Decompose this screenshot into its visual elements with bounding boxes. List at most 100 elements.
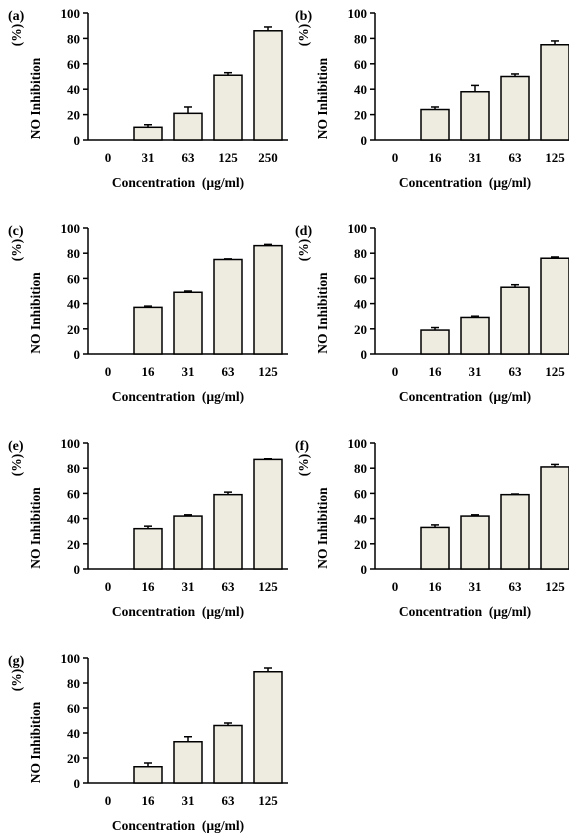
bar — [253, 671, 283, 784]
x-tick-label: 63 — [222, 579, 236, 594]
bar — [213, 74, 243, 141]
y-tick-label: 60 — [354, 486, 367, 501]
y-tick-label: 60 — [354, 57, 367, 72]
y-tick-label: 40 — [354, 297, 367, 312]
x-tick-label: 31 — [469, 364, 482, 379]
chart-panel: (f) 0 20 40 60 80 100 0 16 31 63 125 Concentration (… — [295, 436, 569, 619]
bar — [253, 458, 283, 570]
y-tick-label: 60 — [67, 57, 80, 72]
y-tick-label: 40 — [67, 726, 80, 741]
x-axis-title: Concentration (µg/ml) — [112, 175, 244, 190]
panel-label: (b) — [295, 9, 312, 24]
y-axis-unit: (%) — [9, 24, 24, 47]
x-tick-label: 125 — [258, 579, 278, 594]
y-tick-label: 20 — [67, 751, 80, 766]
chart-panel: (d) 0 20 40 60 80 100 0 16 31 63 125 Concentration (… — [295, 221, 569, 404]
bar — [460, 90, 490, 141]
chart-panel: (a) 0 20 40 60 80 100 0 31 63 125 250 Concentration … — [8, 6, 288, 190]
x-tick-label: 16 — [429, 579, 443, 594]
y-tick-label: 40 — [354, 82, 367, 97]
y-tick-label: 0 — [361, 347, 368, 362]
x-tick-label: 125 — [545, 364, 565, 379]
bar — [460, 316, 490, 355]
y-tick-label: 20 — [354, 108, 367, 123]
x-axis-title: Concentration (µg/ml) — [112, 389, 244, 404]
bar — [173, 112, 203, 141]
y-tick-label: 60 — [67, 701, 80, 716]
x-axis-title: Concentration (µg/ml) — [399, 389, 531, 404]
x-tick-label: 31 — [469, 579, 482, 594]
y-tick-label: 0 — [74, 776, 81, 791]
y-tick-label: 100 — [61, 436, 81, 451]
y-tick-label: 40 — [67, 512, 80, 527]
y-axis-title: NO Inhibition — [28, 272, 43, 354]
x-tick-label: 0 — [105, 364, 112, 379]
panel-label: (f) — [295, 439, 309, 454]
x-tick-label: 31 — [469, 150, 482, 165]
x-tick-label: 125 — [545, 150, 565, 165]
x-tick-label: 63 — [509, 150, 523, 165]
bar — [133, 306, 163, 355]
x-tick-label: 125 — [258, 364, 278, 379]
y-tick-label: 80 — [67, 676, 80, 691]
bar — [133, 527, 163, 570]
x-tick-label: 0 — [392, 364, 399, 379]
x-tick-label: 31 — [182, 364, 195, 379]
bar — [420, 329, 450, 355]
x-tick-label: 31 — [142, 150, 155, 165]
x-axis-title: Concentration (µg/ml) — [112, 604, 244, 619]
panel-label: (a) — [8, 9, 25, 24]
y-tick-label: 100 — [61, 6, 81, 21]
bar — [420, 108, 450, 141]
panel-label: (g) — [8, 654, 25, 669]
y-axis-unit: (%) — [296, 239, 311, 262]
bar — [213, 493, 243, 570]
panel-label: (d) — [295, 224, 312, 239]
y-tick-label: 100 — [348, 221, 368, 236]
y-tick-label: 20 — [67, 537, 80, 552]
y-tick-label: 80 — [354, 461, 367, 476]
bar — [420, 526, 450, 570]
bar — [500, 286, 530, 355]
chart-panel: (c) 0 20 40 60 80 100 0 16 31 63 125 Concentration (… — [8, 221, 288, 404]
bar — [173, 291, 203, 355]
y-tick-label: 20 — [354, 322, 367, 337]
x-tick-label: 63 — [222, 364, 236, 379]
bar — [460, 515, 490, 570]
y-tick-label: 80 — [67, 246, 80, 261]
bar — [540, 257, 569, 355]
y-axis-unit: (%) — [9, 239, 24, 262]
x-axis-title: Concentration (µg/ml) — [399, 604, 531, 619]
x-axis-title: Concentration (µg/ml) — [399, 175, 531, 190]
y-tick-label: 80 — [354, 31, 367, 46]
y-tick-label: 20 — [67, 322, 80, 337]
bar — [133, 766, 163, 784]
y-axis-title: NO Inhibition — [315, 57, 330, 139]
y-tick-label: 0 — [361, 562, 368, 577]
x-tick-label: 31 — [182, 579, 195, 594]
bar — [500, 493, 530, 570]
x-tick-label: 125 — [218, 150, 238, 165]
y-tick-label: 60 — [354, 271, 367, 286]
y-axis-title: NO Inhibition — [28, 487, 43, 569]
chart-panel: (g) 0 20 40 60 80 100 0 16 31 63 125 Concentration (… — [8, 651, 288, 833]
y-tick-label: 80 — [354, 246, 367, 261]
y-tick-label: 40 — [354, 512, 367, 527]
y-axis-title: NO Inhibition — [315, 272, 330, 354]
bar — [173, 741, 203, 784]
bar — [500, 75, 530, 141]
bar — [253, 244, 283, 355]
bar — [540, 44, 569, 141]
y-tick-label: 100 — [348, 436, 368, 451]
y-axis-title: NO Inhibition — [28, 57, 43, 139]
y-axis-title: NO Inhibition — [28, 701, 43, 783]
y-axis-unit: (%) — [9, 454, 24, 477]
y-tick-label: 0 — [361, 133, 368, 148]
y-tick-label: 40 — [67, 82, 80, 97]
y-tick-label: 0 — [74, 347, 81, 362]
y-axis-unit: (%) — [296, 24, 311, 47]
chart-panel: (b) 0 20 40 60 80 100 0 16 31 63 125 Concentration (… — [295, 6, 569, 190]
bar — [213, 258, 243, 355]
panel-label: (e) — [8, 439, 24, 454]
